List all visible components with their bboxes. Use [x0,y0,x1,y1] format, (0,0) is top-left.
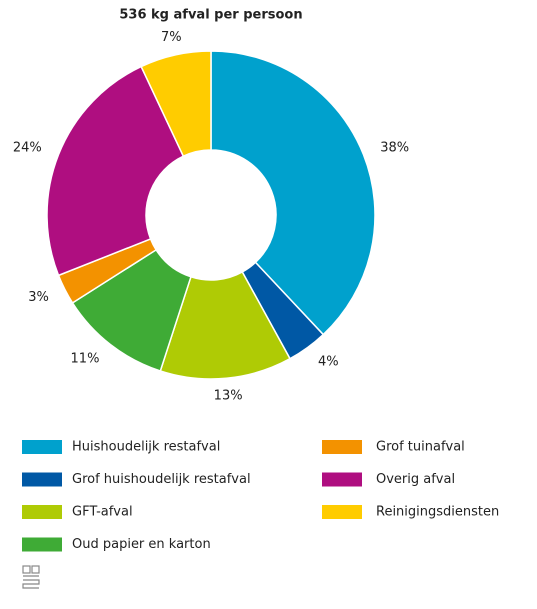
legend-swatch [322,440,362,454]
chart-title: 536 kg afval per persoon [119,8,302,23]
donut-slice [140,50,212,158]
legend-label: GFT-afval [72,505,133,520]
legend-label: Grof tuinafval [376,440,465,455]
data-label: 38% [380,141,409,156]
data-label: 13% [214,389,243,404]
data-label: 7% [161,30,182,45]
donut-slice [210,50,376,336]
data-label: 3% [28,290,49,305]
legend-label: Grof huishoudelijk restafval [72,472,251,487]
data-label: 4% [318,355,339,370]
legend-swatch [322,472,362,487]
data-label: 24% [13,141,42,156]
donut-slice [159,270,292,380]
cbs-logo [22,565,40,589]
legend-swatch [22,505,62,519]
data-label: 11% [71,351,100,366]
legend-label: Reinigingsdiensten [376,505,499,520]
legend-swatch [22,472,62,487]
legend-label: Oud papier en karton [72,537,211,552]
legend-label: Overig afval [376,472,455,487]
legend-label: Huishoudelijk restafval [72,440,220,455]
donut-slice [46,65,185,277]
legend-swatch [322,505,362,519]
legend-swatch [22,440,62,454]
legend-swatch [22,537,62,552]
